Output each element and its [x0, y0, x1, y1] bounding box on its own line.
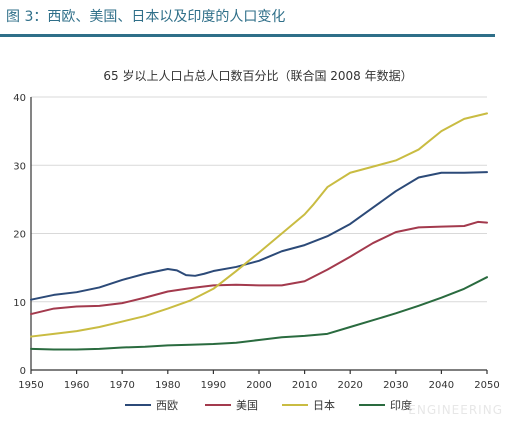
series-layer — [30, 112, 488, 351]
x-tick-label: 2030 — [383, 380, 408, 391]
legend: 西欧 美国 日本 印度 — [125, 398, 412, 412]
figure-caption: 图 3：西欧、美国、日本以及印度的人口变化 — [6, 9, 286, 25]
legend-item-0: 西欧 — [125, 399, 178, 412]
series-line-3 — [30, 276, 488, 351]
legend-item-2: 日本 — [282, 398, 335, 412]
watermark: ENGINEERING — [408, 403, 503, 417]
y-tick-label: 10 — [13, 298, 26, 309]
x-tick-label: 2010 — [292, 380, 317, 391]
y-tick-label: 30 — [13, 161, 26, 172]
y-tick-label: 0 — [20, 366, 26, 377]
y-tick-label: 20 — [13, 230, 26, 241]
x-tick-label: 1990 — [201, 380, 226, 391]
x-tick-label: 2020 — [337, 380, 362, 391]
x-tick-label: 1970 — [109, 380, 134, 391]
y-tick-label: 40 — [13, 93, 26, 104]
legend-label: 日本 — [313, 398, 335, 412]
x-tick-label: 2000 — [246, 380, 271, 391]
caption-rule — [0, 34, 495, 37]
x-tick-label: 1960 — [64, 380, 89, 391]
legend-item-1: 美国 — [205, 399, 258, 412]
legend-label: 美国 — [236, 399, 258, 412]
series-line-0 — [30, 171, 488, 301]
x-tick-label: 2050 — [474, 380, 499, 391]
axes-layer — [30, 97, 488, 374]
legend-item-3: 印度 — [359, 398, 412, 412]
legend-label: 西欧 — [156, 399, 178, 412]
x-tick-label: 2040 — [429, 380, 454, 391]
series-line-1 — [30, 220, 488, 316]
x-tick-label: 1950 — [18, 380, 43, 391]
chart-title: 65 岁以上人口占总人口数百分比（联合国 2008 年数据） — [103, 68, 412, 83]
series-line-2 — [30, 112, 488, 338]
grid-layer — [31, 96, 487, 303]
x-tick-label: 1980 — [155, 380, 180, 391]
legend-label: 印度 — [390, 398, 412, 412]
